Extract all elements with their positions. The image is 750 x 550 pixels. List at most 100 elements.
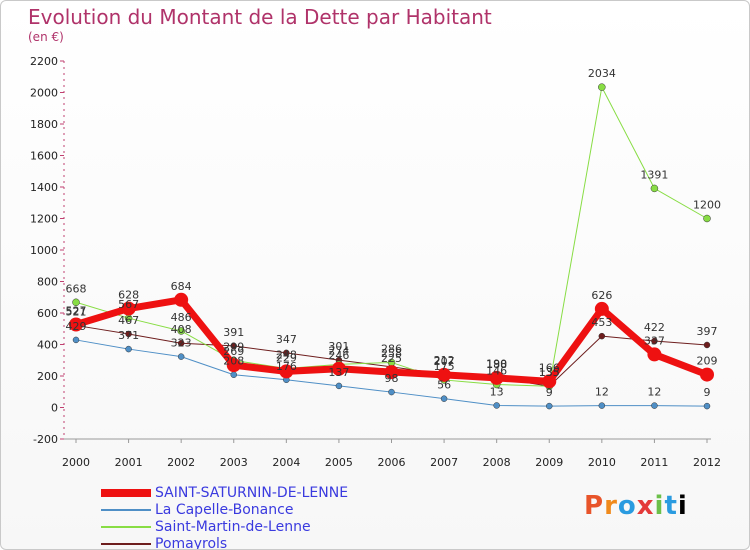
data-label: 299 xyxy=(223,340,244,353)
data-point xyxy=(703,214,711,223)
data-label: 209 xyxy=(697,355,718,368)
data-label: 567 xyxy=(118,298,139,311)
y-tick-label: 200 xyxy=(37,370,58,383)
data-point xyxy=(72,298,80,307)
data-point xyxy=(650,184,659,193)
data-point xyxy=(493,402,500,409)
logo-letter: i xyxy=(677,491,688,521)
data-point xyxy=(594,301,609,316)
x-tick-label: 2000 xyxy=(62,456,90,469)
data-label: 408 xyxy=(171,323,192,336)
y-tick-label: 1600 xyxy=(30,150,58,163)
data-point xyxy=(174,292,189,307)
legend-swatch xyxy=(101,543,151,545)
data-point xyxy=(440,395,448,402)
x-tick-label: 2009 xyxy=(535,456,563,469)
y-tick-label: 400 xyxy=(37,339,58,352)
logo-letter: o xyxy=(617,491,637,521)
data-point xyxy=(437,367,452,382)
x-tick-label: 2008 xyxy=(483,456,511,469)
proxiti-logo: Proxiti xyxy=(584,491,688,521)
legend-label: Saint-Martin-de-Lenne xyxy=(155,519,311,535)
data-label: 347 xyxy=(276,333,297,346)
data-label: 274 xyxy=(328,344,349,357)
data-label: 628 xyxy=(118,289,139,302)
data-point xyxy=(598,402,606,409)
y-tick-label: 1000 xyxy=(30,244,58,257)
data-point xyxy=(703,341,711,349)
data-point xyxy=(335,382,343,390)
x-tick-label: 2012 xyxy=(693,456,721,469)
data-point xyxy=(177,339,185,347)
data-point xyxy=(331,361,346,376)
legend-label: La Capelle-Bonance xyxy=(155,502,294,518)
data-label: 422 xyxy=(644,321,665,334)
data-label: 371 xyxy=(118,329,139,342)
data-label: 684 xyxy=(171,280,192,293)
data-point xyxy=(226,358,241,373)
y-tick-label: 2000 xyxy=(30,87,58,100)
y-tick-label: -200 xyxy=(33,433,58,446)
x-tick-label: 2003 xyxy=(220,456,248,469)
data-point xyxy=(279,364,294,379)
y-tick-label: 800 xyxy=(37,276,58,289)
x-tick-label: 2004 xyxy=(272,456,300,469)
legend-swatch xyxy=(101,509,151,511)
x-tick-label: 2005 xyxy=(325,456,353,469)
data-point xyxy=(121,301,136,316)
data-label: 668 xyxy=(66,282,87,295)
data-point xyxy=(700,367,714,382)
data-point xyxy=(651,337,658,345)
x-tick-label: 2002 xyxy=(167,456,195,469)
data-point xyxy=(384,365,399,380)
data-label: 12 xyxy=(595,386,609,399)
data-point xyxy=(69,317,83,332)
data-label: 258 xyxy=(381,347,402,360)
legend-swatch xyxy=(101,489,151,497)
y-tick-label: 1200 xyxy=(30,213,58,226)
data-label: 12 xyxy=(647,386,661,399)
y-tick-label: 0 xyxy=(51,402,58,415)
data-point xyxy=(598,332,606,340)
data-label: 2034 xyxy=(588,67,616,80)
series-layer xyxy=(69,83,714,410)
x-tick-label: 2011 xyxy=(640,456,668,469)
data-point xyxy=(230,371,237,378)
chart-title: Evolution du Montant de la Dette par Hab… xyxy=(28,5,492,29)
y-tick-label: 2200 xyxy=(30,55,58,68)
data-label: 176 xyxy=(276,360,297,373)
data-point xyxy=(542,374,557,389)
data-point xyxy=(230,342,237,350)
data-point xyxy=(388,388,395,396)
x-tick-label: 2010 xyxy=(588,456,616,469)
data-point xyxy=(177,327,185,335)
y-tick-label: 600 xyxy=(37,307,58,320)
data-label: 429 xyxy=(66,320,87,333)
legend-swatch xyxy=(101,526,151,528)
data-label: 166 xyxy=(539,361,560,374)
data-label: 248 xyxy=(276,348,297,361)
data-point xyxy=(546,402,553,410)
legend-label: Pomayrols xyxy=(155,536,228,550)
data-label: 453 xyxy=(591,316,612,329)
data-label: 521 xyxy=(66,305,87,318)
data-point xyxy=(72,336,80,344)
data-label: 207 xyxy=(434,355,455,368)
logo-letter: r xyxy=(604,491,618,521)
y-tick-label: 1800 xyxy=(30,118,58,131)
data-label: 337 xyxy=(644,334,665,347)
data-label: 9 xyxy=(704,386,711,399)
data-label: 146 xyxy=(486,365,507,378)
data-label: 137 xyxy=(328,366,349,379)
data-label: 208 xyxy=(223,355,244,368)
legend-label: SAINT-SATURNIN-DE-LENNE xyxy=(155,485,349,501)
data-label: 190 xyxy=(486,358,507,371)
data-point xyxy=(647,347,662,362)
data-label: 323 xyxy=(171,337,192,350)
x-tick-label: 2007 xyxy=(430,456,458,469)
data-point xyxy=(283,349,290,357)
data-label: 286 xyxy=(381,342,402,355)
data-label: 9 xyxy=(546,386,553,399)
